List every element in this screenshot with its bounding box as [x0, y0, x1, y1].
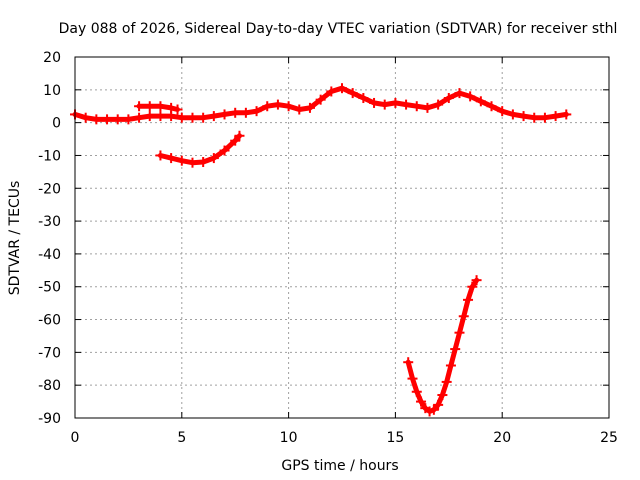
x-axis-title: GPS time / hours	[281, 458, 398, 474]
data-point	[507, 109, 518, 120]
plot-frame	[74, 56, 610, 419]
data-point	[234, 130, 245, 141]
data-point	[166, 153, 177, 164]
data-point	[411, 101, 422, 112]
data-point	[80, 112, 91, 123]
y-tick-label: -60	[38, 313, 61, 329]
data-point	[550, 111, 561, 122]
data-point	[176, 112, 187, 123]
data-point	[176, 155, 187, 166]
y-tick-label: -30	[38, 214, 61, 230]
chart-title: Day 088 of 2026, Sidereal Day-to-day VTE…	[59, 21, 618, 37]
data-point	[155, 111, 166, 122]
data-point	[166, 102, 177, 113]
data-point	[433, 399, 444, 410]
data-point	[475, 96, 486, 107]
data-point	[155, 150, 166, 161]
data-point	[134, 112, 145, 123]
data-point	[411, 386, 422, 397]
y-tick-label: -40	[38, 247, 61, 263]
data-point	[272, 99, 283, 110]
data-point	[208, 153, 219, 164]
x-tick-label: 20	[493, 430, 511, 446]
data-point	[486, 101, 497, 112]
data-point	[467, 281, 478, 292]
data-point	[358, 93, 369, 104]
data-point	[240, 107, 251, 118]
data-point	[539, 112, 550, 123]
data-point	[390, 97, 401, 108]
data-point	[497, 106, 508, 117]
data-point	[144, 101, 155, 112]
data-point	[230, 107, 241, 118]
data-point	[283, 101, 294, 112]
data-point	[401, 99, 412, 110]
data-point	[347, 88, 358, 99]
data-point	[471, 275, 482, 286]
data-point	[198, 112, 209, 123]
data-point	[172, 104, 183, 115]
y-tick-label: -50	[38, 280, 61, 296]
data-point	[437, 390, 448, 401]
y-tick-label: -90	[38, 411, 61, 427]
data-point	[337, 83, 347, 94]
data-point	[369, 97, 380, 108]
data-point	[458, 311, 469, 322]
data-point	[187, 157, 198, 168]
data-point	[294, 104, 305, 115]
data-point	[450, 344, 461, 355]
data-point	[407, 373, 418, 384]
data-point	[187, 112, 198, 123]
data-point	[123, 114, 134, 125]
y-tick-label: 0	[52, 116, 61, 132]
data-point	[454, 88, 465, 99]
data-point	[251, 106, 262, 117]
y-tick-label: -70	[38, 345, 61, 361]
y-axis-title: SDTVAR / TECUs	[7, 181, 23, 296]
data-point	[422, 102, 433, 113]
data-point	[379, 99, 390, 110]
data-point	[454, 327, 465, 338]
x-tick-label: 25	[600, 430, 618, 446]
x-tick-label: 5	[177, 430, 186, 446]
data-point	[445, 360, 456, 371]
data-point	[518, 111, 529, 122]
y-tick-label: -80	[38, 378, 61, 394]
data-point	[326, 86, 337, 97]
x-tick-label: 10	[280, 430, 298, 446]
data-point	[198, 157, 209, 168]
data-point	[304, 102, 315, 113]
data-point	[463, 294, 474, 305]
data-point	[529, 112, 540, 123]
y-tick-label: -10	[38, 148, 61, 164]
data-point	[144, 111, 155, 122]
y-tick-label: -20	[38, 181, 61, 197]
data-point	[219, 109, 230, 120]
series-layer	[70, 83, 572, 417]
data-point	[315, 94, 326, 105]
tick-layer: 0 5 10 15 20 25 20 10 0 -10 -20 -30 -40 -50 -60 -70 -80 -…	[38, 50, 618, 446]
data-point	[443, 93, 454, 104]
data-point	[208, 111, 219, 122]
data-point	[416, 396, 427, 407]
data-point	[91, 114, 102, 125]
x-tick-label: 0	[71, 430, 80, 446]
x-tick-label: 15	[386, 430, 404, 446]
data-point	[465, 91, 476, 102]
data-point	[262, 101, 273, 112]
y-tick-label: 10	[43, 83, 61, 99]
data-point	[403, 357, 414, 368]
data-point	[112, 114, 123, 125]
data-point	[134, 101, 145, 112]
data-point	[441, 376, 452, 387]
data-point	[102, 114, 113, 125]
data-point	[219, 145, 230, 156]
data-point	[155, 101, 166, 112]
data-point	[561, 109, 572, 120]
data-point	[433, 99, 444, 110]
y-tick-label: 20	[43, 50, 61, 66]
